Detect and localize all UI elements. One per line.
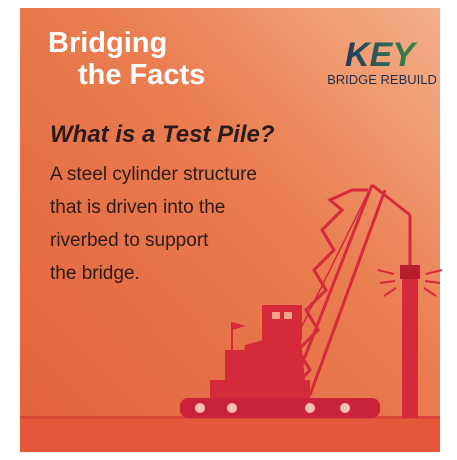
page: Bridging the Facts KEY BRIDGE REBUILD Wh… <box>0 0 457 460</box>
body-line: riverbed to support <box>50 230 209 251</box>
title-line: Bridging <box>48 27 167 59</box>
body-line: that is driven into the <box>50 197 225 218</box>
logo-text: BRIDGE REBUILD <box>327 72 437 87</box>
logo-mark: KEY <box>345 36 418 74</box>
body-line: the bridge. <box>50 263 140 284</box>
infographic: Bridging the Facts KEY BRIDGE REBUILD Wh… <box>0 0 457 460</box>
ground <box>20 418 440 452</box>
title-line: the Facts <box>78 59 205 91</box>
body-line: A steel cylinder structure <box>50 164 257 185</box>
question: What is a Test Pile? <box>50 121 275 148</box>
